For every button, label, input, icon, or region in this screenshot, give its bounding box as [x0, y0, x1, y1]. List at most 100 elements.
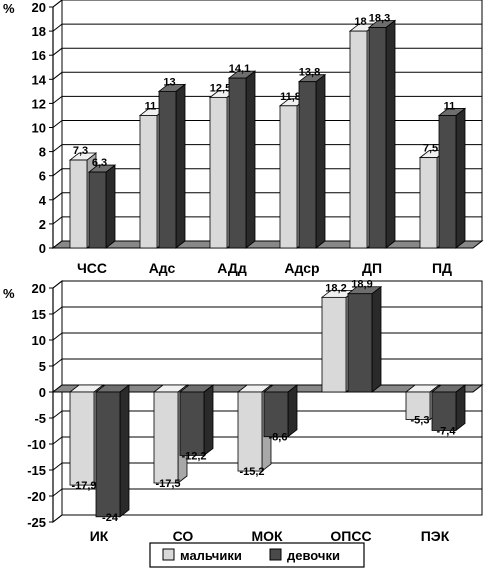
top-x-category-label: ЧСС — [77, 260, 107, 276]
bottom-bar-side — [371, 285, 382, 393]
bottom-y-tick-label: -20 — [27, 489, 46, 504]
top-data-label: 13 — [163, 76, 175, 88]
top-data-label: 11 — [444, 100, 456, 112]
top-bar-front — [279, 105, 298, 249]
bottom-y-tick-label: -10 — [27, 437, 46, 452]
top-bar-front — [298, 81, 317, 249]
top-bar-girls — [87, 164, 117, 249]
bottom-bar-side — [203, 384, 214, 457]
bottom-x-category-label: СО — [173, 528, 194, 544]
legend-swatch-boys — [162, 548, 175, 561]
legend-label-boys: мальчики — [180, 548, 242, 563]
top-grid-diagonal — [52, 71, 63, 80]
top-y-tick-label: 14 — [32, 72, 47, 87]
top-y-tick-label: 18 — [32, 24, 46, 39]
top-bar-front — [368, 27, 387, 249]
bottom-data-label: -24 — [102, 512, 119, 524]
top-y-tick-label: 20 — [32, 0, 46, 15]
chart-bottom: -25 -20 -15 -10 -5 0 5 10 15 20% ИК -17,9 -24 СО -17,5… — [3, 279, 484, 544]
top-data-label: 11,8 — [280, 91, 301, 103]
bottom-y-tick-label: 5 — [39, 359, 46, 374]
top-bar-side — [175, 83, 186, 249]
top-data-label: 13,8 — [299, 67, 320, 79]
top-y-tick-label: 10 — [32, 121, 46, 136]
bottom-x-category-label: ИК — [90, 528, 109, 544]
top-bar-front — [139, 115, 158, 249]
bottom-bar-boys — [152, 384, 189, 484]
top-bar-girls — [437, 107, 467, 249]
top-bar-girls — [297, 73, 327, 249]
bottom-bar-front — [237, 391, 263, 472]
bottom-data-label: 18,2 — [325, 282, 346, 294]
bottom-bar-front — [69, 391, 95, 486]
bottom-bar-front — [347, 293, 373, 393]
top-unit-label: % — [3, 1, 15, 16]
top-bar-girls — [367, 19, 397, 249]
top-bar-girls — [157, 83, 187, 249]
bottom-data-label: -5,3 — [411, 415, 430, 427]
top-y-tick-label: 4 — [39, 193, 47, 208]
top-grid-diagonal — [52, 47, 63, 56]
top-bar-girls — [227, 70, 257, 249]
bottom-grid-diagonal — [52, 462, 63, 471]
top-bar-front — [438, 115, 457, 249]
bottom-bar-girls — [94, 384, 131, 518]
bottom-side-wall — [52, 279, 63, 524]
bottom-bar-side — [119, 384, 130, 518]
bottom-bar-side — [287, 384, 298, 438]
top-grid-diagonal — [52, 23, 63, 32]
bottom-data-label: 18,9 — [351, 279, 372, 291]
top-bar-front — [88, 171, 107, 249]
bottom-data-label: -8,6 — [269, 432, 288, 444]
top-y-tick-label: 6 — [39, 169, 46, 184]
top-grid-diagonal — [52, 168, 63, 177]
bottom-grid-diagonal — [52, 436, 63, 445]
bottom-y-tick-label: -25 — [27, 515, 46, 530]
bottom-grid-diagonal — [52, 488, 63, 497]
bottom-grid-diagonal — [52, 358, 63, 367]
bottom-y-tick-label: 15 — [32, 307, 46, 322]
top-bar-side — [315, 73, 326, 249]
chart-top: 0 2 4 6 8 10 12 14 16 18 20% ЧСС 7,3 6,3 Адс 11 13 АДд 12,… — [3, 0, 484, 276]
bottom-y-tick-label: 20 — [32, 281, 46, 296]
bottom-bar-front — [431, 391, 457, 431]
bottom-x-category-label: МОК — [251, 528, 283, 544]
top-data-label: 14,1 — [229, 63, 250, 75]
bottom-bar-front — [95, 391, 121, 518]
top-data-label: 18 — [354, 16, 366, 28]
legend: мальчики девочки — [149, 542, 365, 568]
bottom-x-category-label: ПЭК — [421, 528, 450, 544]
bottom-x-category-label: ОПСС — [330, 528, 371, 544]
bottom-data-label: -7,4 — [437, 425, 457, 437]
bottom-grid-diagonal — [52, 410, 63, 419]
top-grid-diagonal — [52, 96, 63, 104]
bottom-bar-front — [179, 391, 205, 456]
top-bar-front — [349, 30, 368, 249]
top-data-label: 11 — [145, 100, 157, 112]
legend-swatch-girls — [269, 548, 282, 561]
bottom-y-tick-label: -5 — [34, 411, 46, 426]
bottom-data-label: -17,9 — [71, 480, 96, 492]
top-floor — [51, 240, 484, 249]
top-grid-diagonal — [52, 216, 63, 225]
top-bar-front — [158, 90, 177, 249]
bottom-bar-front — [405, 391, 431, 420]
bottom-y-tick-label: -15 — [27, 463, 46, 478]
top-grid-diagonal — [52, 192, 63, 201]
top-x-category-label: ДП — [362, 260, 382, 276]
top-data-label: 12,5 — [210, 82, 231, 94]
bottom-data-label: -15,2 — [239, 466, 264, 478]
bottom-data-label: -17,5 — [155, 478, 180, 490]
bottom-grid-diagonal — [52, 306, 63, 315]
top-bar-side — [245, 70, 256, 249]
top-y-tick-label: 16 — [32, 48, 46, 63]
bottom-y-tick-label: 0 — [39, 385, 46, 400]
top-bar-front — [419, 157, 438, 249]
top-x-category-label: Адс — [149, 260, 176, 276]
top-x-category-label: ПД — [432, 260, 452, 276]
top-x-category-label: АДд — [217, 260, 247, 276]
bottom-bar-side — [455, 384, 466, 432]
top-bar-front — [228, 77, 247, 249]
top-data-label: 18,3 — [369, 12, 390, 24]
bottom-grid-diagonal — [52, 332, 63, 341]
